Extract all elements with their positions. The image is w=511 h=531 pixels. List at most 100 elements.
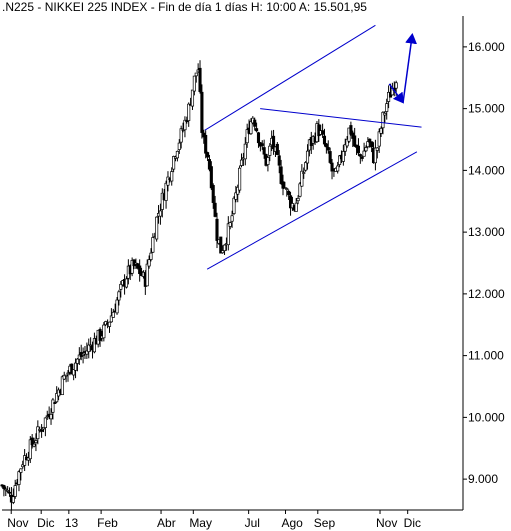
candle-body	[138, 265, 142, 275]
candle-body	[70, 363, 74, 375]
x-tick-label: Dic	[404, 516, 421, 530]
candle-body	[360, 156, 364, 159]
x-tick-label: Sep	[314, 516, 336, 530]
projection-arrow	[388, 83, 404, 104]
candle-body	[164, 182, 168, 201]
x-tick-label: Ago	[282, 516, 304, 530]
candle-body	[85, 350, 89, 355]
trendline	[260, 108, 422, 128]
candle-body	[255, 128, 259, 132]
candle-body	[158, 210, 162, 217]
candle-body	[304, 162, 308, 171]
x-tick-label: 13	[65, 516, 79, 530]
candle-body	[98, 329, 102, 341]
candle-body	[305, 150, 310, 164]
candle-body	[219, 236, 223, 254]
candle-body	[375, 147, 379, 151]
candle-body	[66, 372, 70, 375]
candle-body	[302, 172, 306, 174]
candle-body	[256, 132, 261, 144]
candle-body	[209, 166, 213, 189]
candle-body	[353, 135, 357, 147]
candle-body	[194, 72, 198, 77]
candle-body	[358, 154, 362, 157]
period-info: Fin de día 1 días	[158, 0, 248, 14]
y-tick-label: 13.000	[468, 225, 505, 239]
candle-body	[226, 223, 230, 246]
x-tick-label: Abr	[157, 516, 176, 530]
candle-body	[213, 202, 217, 217]
candle-body	[60, 376, 64, 396]
candle-body	[366, 141, 370, 148]
candle-body	[111, 311, 115, 318]
candle-body	[19, 468, 23, 473]
candle-body	[92, 338, 96, 353]
y-tick-label: 10.000	[468, 410, 505, 424]
candle-body	[328, 151, 332, 163]
candle-body	[326, 147, 330, 151]
candle-body	[234, 192, 238, 200]
candle-body	[336, 165, 340, 172]
candle-body	[298, 183, 302, 197]
candle-body	[236, 186, 240, 195]
candle-body	[172, 156, 176, 170]
candle-body	[102, 324, 106, 339]
candle-body	[170, 171, 174, 182]
candle-body	[206, 152, 210, 158]
candle-body	[221, 250, 225, 254]
x-tick-label: Feb	[97, 516, 118, 530]
y-tick-label: 11.000	[468, 349, 504, 363]
candle-body	[343, 144, 347, 152]
candle-body	[62, 374, 66, 380]
candle-body	[198, 67, 202, 92]
candle-body	[253, 119, 257, 127]
candle-body	[51, 399, 55, 413]
projection-arrow	[402, 33, 418, 103]
candle-body	[341, 151, 345, 162]
candle-body	[55, 393, 59, 403]
y-tick-label: 15.000	[468, 102, 505, 116]
candle-body	[373, 147, 377, 164]
candle-body	[268, 145, 272, 156]
candle-body	[117, 291, 121, 301]
candle-body	[317, 124, 321, 137]
candle-body	[187, 103, 191, 121]
candle-body	[17, 471, 21, 485]
candle-body	[222, 244, 227, 252]
candle-body	[119, 283, 123, 290]
candle-body	[74, 362, 78, 371]
candle-body	[245, 129, 249, 144]
last-label: A:	[298, 0, 311, 14]
y-tick-label: 12.000	[468, 287, 505, 301]
candle-body	[394, 82, 398, 89]
candle-body	[185, 119, 189, 123]
candle-body	[75, 358, 79, 364]
candle-body	[368, 138, 372, 143]
candle-body	[7, 491, 12, 494]
candle-body	[6, 490, 10, 492]
candle-body	[296, 197, 300, 202]
candle-body	[277, 155, 281, 166]
candle-body	[40, 429, 44, 432]
candle-body	[322, 135, 327, 145]
candle-body	[200, 91, 204, 133]
candle-body	[155, 216, 159, 240]
x-tick-label: Nov	[376, 516, 397, 530]
candle-body	[190, 89, 195, 107]
candle-body	[115, 299, 119, 314]
candle-body	[385, 103, 389, 112]
candle-body	[4, 488, 8, 491]
chart-header: .N225 - NIKKEI 225 INDEX - Fin de día 1 …	[2, 0, 367, 14]
candle-body	[166, 176, 170, 186]
hour-label: H:	[250, 0, 263, 14]
candle-body	[260, 143, 264, 146]
candle-body	[294, 202, 298, 212]
candle-body	[41, 426, 46, 430]
candle-body	[30, 437, 34, 446]
candle-body	[23, 455, 27, 466]
candle-body	[287, 190, 291, 195]
candle-body	[324, 143, 328, 148]
candle-body	[356, 145, 360, 154]
candle-body	[49, 413, 53, 420]
